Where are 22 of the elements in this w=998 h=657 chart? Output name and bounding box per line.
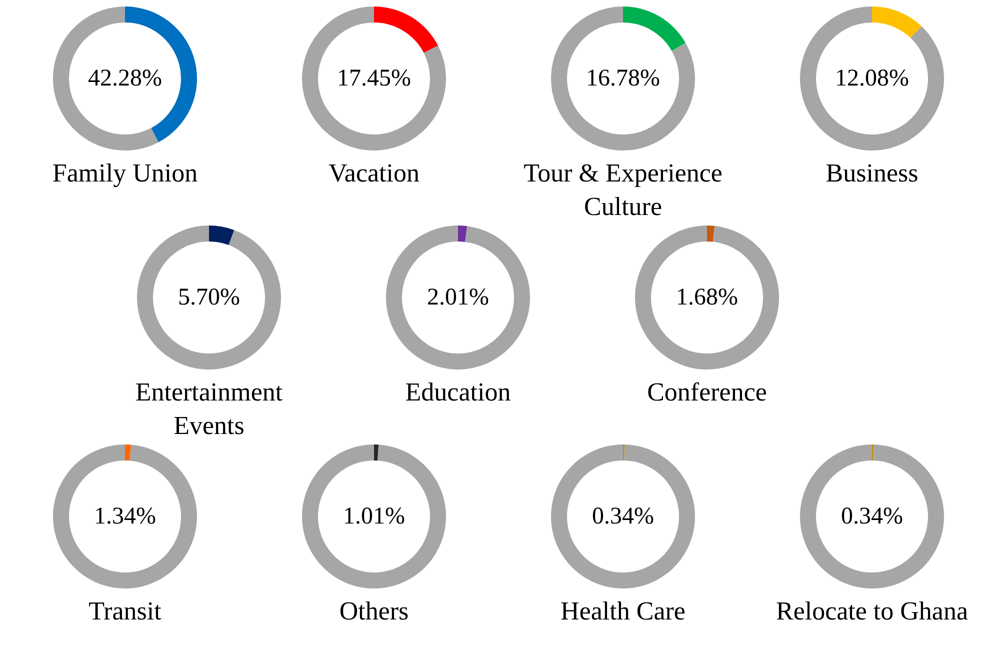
text: 1.01%	[343, 504, 406, 530]
text: 0.34%	[841, 504, 904, 530]
text: Relocate to Ghana	[776, 596, 968, 626]
text: Family Union	[52, 158, 198, 188]
text: 1.68%	[676, 284, 738, 310]
text: Entertainment Events	[135, 378, 284, 440]
text: Conference	[647, 378, 767, 406]
text: 5.70%	[178, 284, 240, 310]
text: Vacation	[328, 158, 420, 188]
text: 16.78%	[586, 66, 660, 92]
text: Others	[339, 596, 409, 626]
text: Health Care	[560, 596, 686, 626]
text: Transit	[88, 596, 162, 626]
text: 42.28%	[88, 66, 162, 92]
text: 2.01%	[427, 284, 490, 310]
text: 12.08%	[835, 66, 910, 92]
text: 0.34%	[592, 504, 654, 530]
text: Tour & Experience Culture	[524, 158, 722, 221]
text: 17.45%	[337, 66, 412, 92]
text: Education	[405, 378, 511, 406]
text: 1.34%	[94, 504, 156, 530]
text: Business	[826, 158, 918, 188]
